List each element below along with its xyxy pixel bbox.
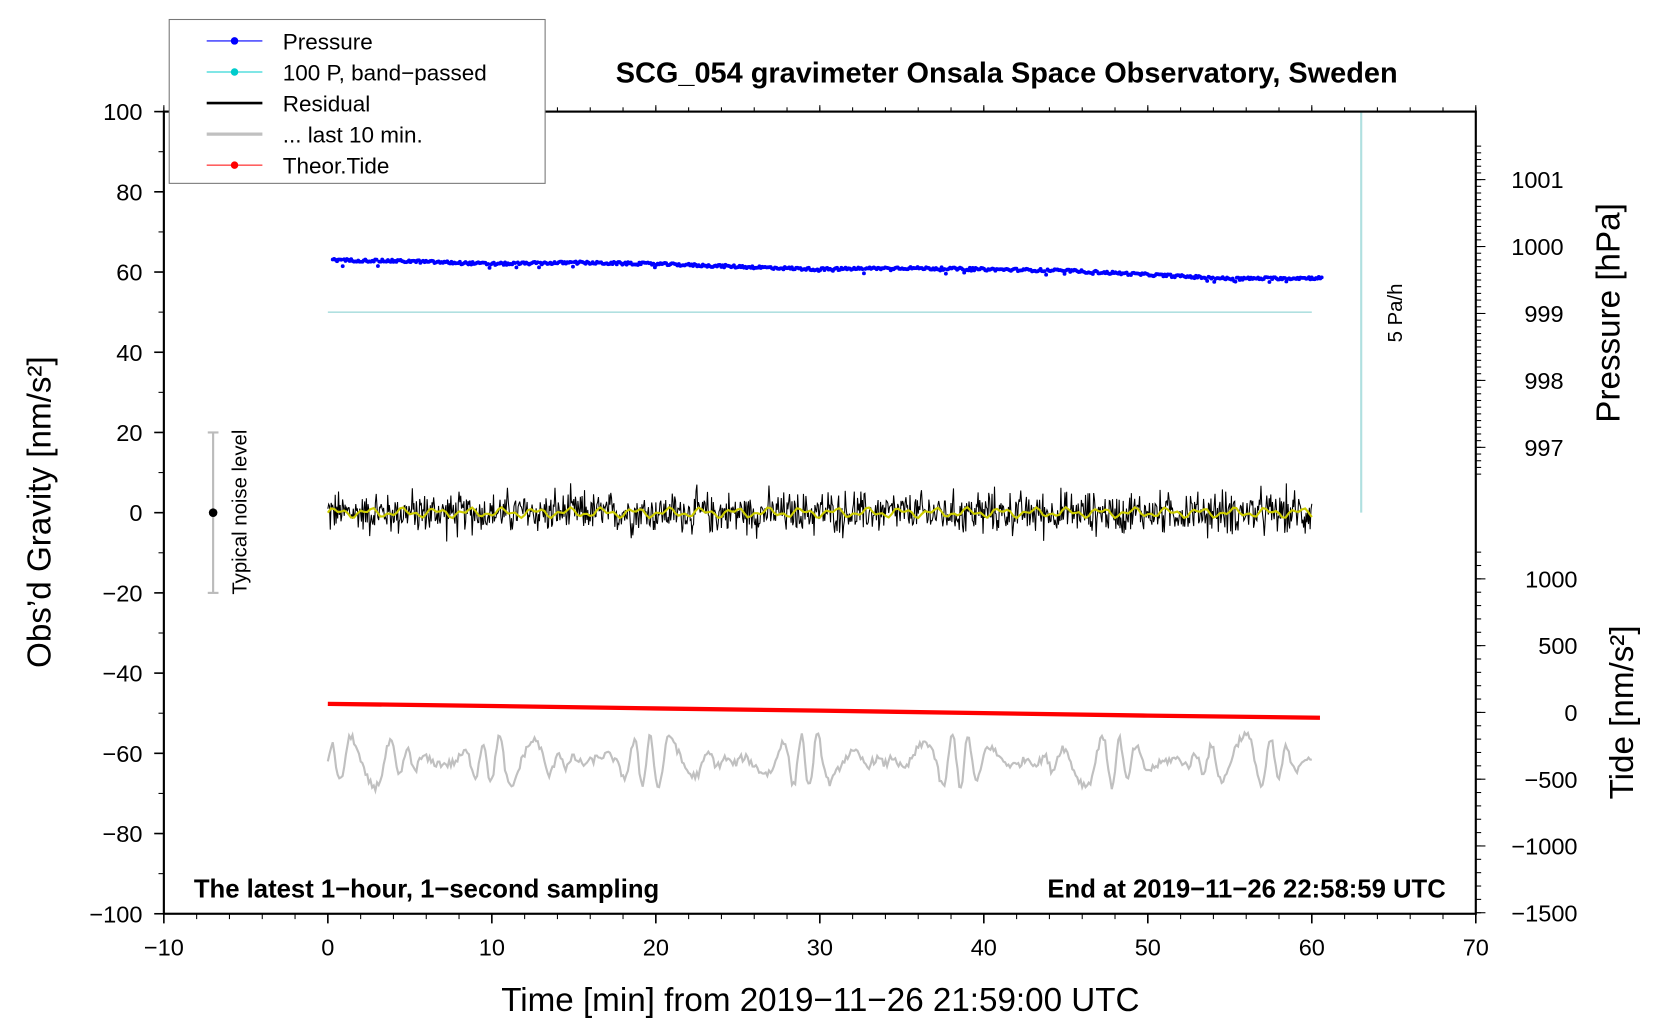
pressure-point	[1265, 275, 1270, 280]
pressure-point	[960, 267, 965, 272]
tide-tick-label: −1000	[1511, 834, 1577, 860]
pressure-point	[514, 265, 519, 270]
pressure-point	[537, 265, 541, 270]
tide-axis-label: Tide [nm/s²]	[1604, 625, 1641, 799]
tide-tick-label: 500	[1538, 633, 1577, 659]
pressure-tick-label: 1001	[1511, 167, 1563, 193]
x-tick-label: 0	[321, 935, 334, 961]
pressure-point	[862, 271, 866, 276]
y-tick-label: 40	[116, 340, 142, 366]
noise-label: Typical noise level	[229, 430, 251, 595]
y-tick-label: −40	[102, 661, 142, 687]
residual-series	[327, 483, 1313, 542]
y-tick-label: −60	[102, 741, 142, 767]
x-axis-label: Time [min] from 2019−11−26 21:59:00 UTC	[501, 982, 1139, 1019]
pressure-point	[943, 271, 948, 276]
pressure-tick-label: 999	[1524, 301, 1563, 327]
x-tick-label: 70	[1463, 935, 1489, 961]
x-tick-label: 50	[1135, 935, 1161, 961]
y-tick-label: −100	[89, 901, 142, 927]
x-tick-label: −10	[144, 935, 184, 961]
legend-label: Residual	[283, 92, 371, 117]
pressure-point	[1267, 280, 1272, 284]
pressure-point	[1233, 279, 1238, 284]
axis-ticks: −10 0 10 20 30 40 50 60 70100806040200−20−40−60−…	[89, 99, 1577, 960]
legend-label: 100 P, band−passed	[283, 61, 487, 86]
legend-box	[168, 18, 546, 184]
legend-marker	[230, 68, 239, 76]
y-tick-label: 100	[103, 99, 142, 125]
pressure-point	[376, 264, 380, 268]
last-10-min-series	[326, 730, 1312, 795]
legend-marker	[230, 161, 239, 169]
x-tick-label: 30	[807, 935, 833, 961]
residual-smoothed-series	[326, 505, 1313, 520]
x-tick-label: 20	[643, 935, 669, 961]
legend: Pressure 100 P, band−passed Residual ... la…	[168, 18, 546, 184]
legend-label: Theor.Tide	[283, 154, 390, 179]
x-tick-label: 60	[1299, 935, 1325, 961]
annotation-right: End at 2019−11−26 22:58:59 UTC	[1047, 876, 1445, 904]
pressure-point	[1062, 271, 1067, 276]
y-axis-label: Obs’d Gravity [nm/s²]	[21, 356, 58, 668]
legend-marker	[230, 37, 239, 45]
tide-tick-label: 0	[1564, 700, 1577, 726]
y-tick-label: 60	[116, 260, 142, 286]
x-tick-label: 10	[479, 935, 505, 961]
pressure-point	[1042, 269, 1047, 274]
pressure-axis-label: Pressure [hPa]	[1590, 203, 1627, 423]
pressure-point	[487, 265, 492, 270]
y-tick-label: −80	[102, 821, 142, 847]
y-tick-label: 20	[116, 420, 142, 446]
legend-label: ... last 10 min.	[283, 123, 423, 148]
tide-tick-label: 1000	[1525, 566, 1577, 592]
series-layer	[207, 111, 1363, 795]
pressure-point	[1205, 278, 1210, 283]
pressure-point	[1319, 275, 1324, 280]
pressure-point	[340, 264, 345, 269]
legend-label: Pressure	[283, 29, 373, 54]
pressure-point	[651, 261, 656, 266]
noise-dot	[208, 508, 218, 517]
annotation-left: The latest 1−hour, 1−second sampling	[194, 876, 659, 904]
pressure-point	[571, 264, 575, 269]
pressure-point	[860, 267, 865, 272]
pressure-tick-label: 998	[1524, 368, 1563, 394]
pressure-tick-label: 997	[1524, 435, 1563, 461]
pressure-point	[569, 260, 574, 265]
theoretical-tide-series	[327, 701, 1320, 720]
pressure-point	[374, 257, 379, 262]
tide-tick-label: −1500	[1511, 900, 1577, 926]
pressure-tick-label: 1000	[1511, 234, 1563, 260]
pressure-point	[967, 265, 972, 270]
x-tick-label: 40	[971, 935, 997, 961]
pressure-point	[1212, 279, 1217, 284]
y-tick-label: 80	[116, 179, 142, 205]
scale-bar-label: 5 Pa/h	[1385, 284, 1407, 343]
pressure-point	[339, 257, 344, 262]
y-tick-label: −20	[102, 580, 142, 606]
pressure-point	[486, 262, 491, 266]
pressure-point	[1044, 272, 1049, 277]
tide-tick-label: −500	[1524, 767, 1577, 793]
y-tick-label: 0	[129, 500, 142, 526]
chart-title: SCG_054 gravimeter Onsala Space Observat…	[616, 58, 1398, 90]
pressure-point	[938, 268, 943, 273]
